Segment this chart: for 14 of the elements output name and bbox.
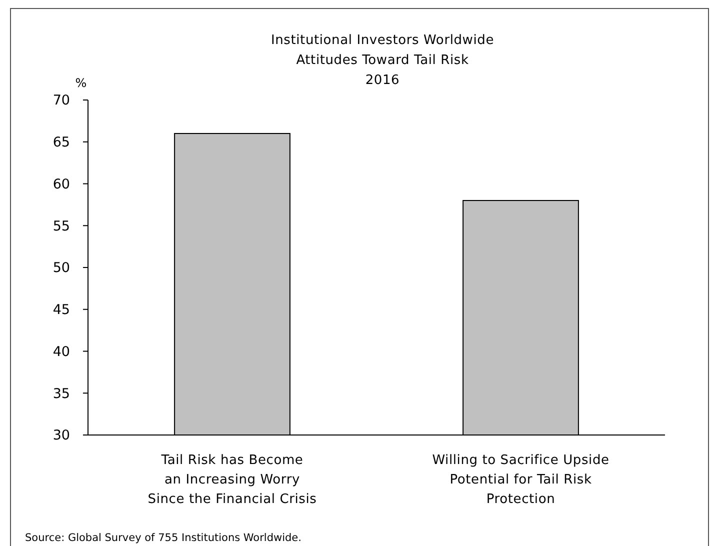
y-tick-label: 60 [52,176,70,192]
y-axis-title: % [75,76,87,90]
y-tick-label: 40 [52,344,70,360]
y-tick-label: 30 [52,428,70,444]
y-tick-label: 65 [52,134,70,151]
x-tick-label: Tail Risk has Become an Increasing Worry Since the Financial Crisis [148,453,317,507]
source-note: Source: Global Survey of 755 Institutions Worldwide. [25,532,302,544]
y-tick-label: 50 [52,260,70,276]
chart-title: Institutional Investors Worldwide Attitudes Toward Tail Risk 2016 [271,33,494,88]
y-tick-label: 55 [52,218,70,234]
y-tick-label: 45 [52,302,70,318]
y-tick-label: 70 [52,92,70,109]
y-tick-label: 35 [52,386,70,402]
x-tick-label: Willing to Sacrifice Upside Potential for Tail Risk Protection [432,453,610,507]
